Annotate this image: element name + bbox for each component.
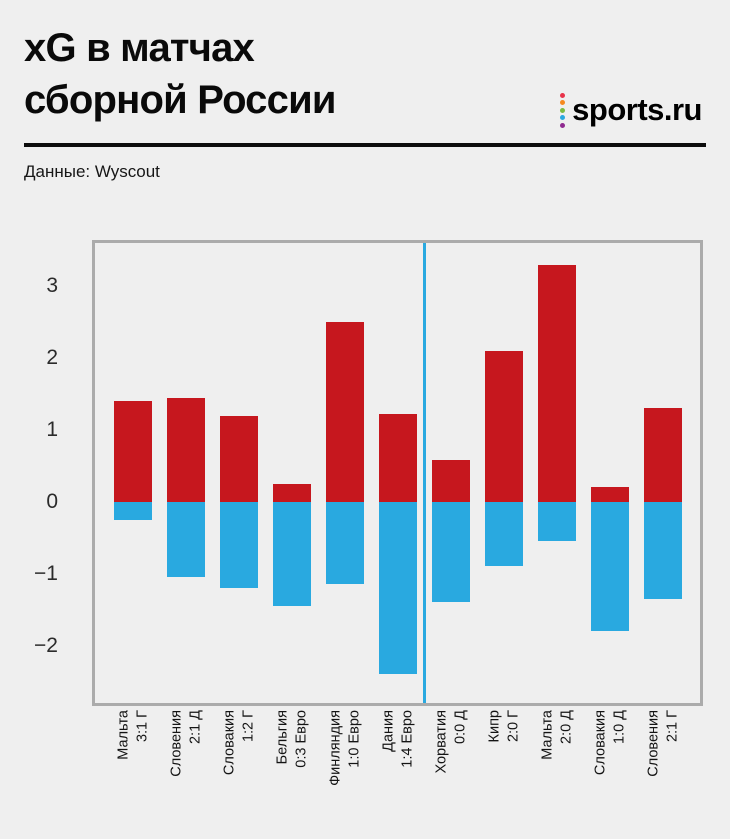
xg-bar-positive (272, 483, 311, 502)
x-axis-label-text: Словакия 1:2 Г (220, 710, 257, 836)
x-label-team: Словакия (220, 710, 237, 776)
x-label-score: 1:2 Г (239, 710, 256, 743)
y-axis: 3 2 1 0 −1 −2 (0, 243, 64, 703)
xg-bar-positive (378, 414, 417, 502)
x-axis-label: Дания 1:4 Евро (371, 710, 424, 836)
x-label-team: Финляндия (326, 710, 343, 786)
xg-bar-positive (537, 264, 576, 502)
xg-bar-negative (219, 501, 258, 589)
x-label-score: 1:0 Д (610, 710, 627, 745)
x-axis-label: Словения 2:1 Г (636, 710, 689, 836)
x-axis-label: Хорватия 0:0 Д (424, 710, 477, 836)
title-line-1: xG в матчах (24, 26, 255, 70)
x-label-team: Мальта (538, 710, 555, 760)
xg-bar-positive (113, 401, 152, 502)
xg-bar-negative (484, 501, 523, 567)
xg-bar-negative (643, 501, 682, 599)
x-axis-labels: Мальта 3:1 Г Словения 2:1 Д Словакия 1:2 Г Бел… (95, 710, 700, 836)
xg-bar-negative (537, 501, 576, 542)
x-label-score: 2:0 Г (504, 710, 521, 743)
x-axis-label-text: Кипр 2:0 Г (485, 710, 522, 836)
xg-bar-positive (166, 397, 205, 502)
y-tick-label: 3 (46, 274, 58, 298)
x-axis-label: Словакия 1:0 Д (583, 710, 636, 836)
logo-dot (560, 92, 566, 98)
x-label-team: Хорватия (432, 710, 449, 774)
xg-bar-negative (113, 501, 152, 520)
sports-ru-logo: sports.ru (560, 92, 702, 128)
x-axis-label: Словения 2:1 Д (159, 710, 212, 836)
header-divider (24, 143, 706, 147)
x-label-score: 0:3 Евро (292, 710, 309, 768)
x-label-score: 2:1 Г (663, 710, 680, 743)
logo-dot (560, 100, 566, 105)
x-axis-label-text: Дания 1:4 Евро (379, 710, 416, 836)
xg-bar-negative (272, 501, 311, 606)
xg-bar-positive (325, 322, 364, 502)
x-label-score: 0:0 Д (451, 710, 468, 745)
x-label-team: Кипр (485, 710, 502, 743)
x-axis-label: Кипр 2:0 Г (477, 710, 530, 836)
logo-dot (560, 115, 566, 120)
x-label-score: 1:0 Евро (345, 710, 362, 768)
y-tick-label: 0 (46, 489, 58, 513)
xg-bar-negative (166, 501, 205, 578)
x-axis-label-text: Словакия 1:0 Д (591, 710, 628, 836)
x-axis-label: Финляндия 1:0 Евро (318, 710, 371, 836)
xg-bar-negative (590, 501, 629, 632)
x-label-score: 1:4 Евро (398, 710, 415, 768)
logo-dots-icon (560, 92, 566, 128)
xg-bar-positive (431, 460, 470, 502)
x-label-score: 2:0 Д (557, 710, 574, 745)
logo-text: sports.ru (572, 92, 702, 127)
plot-area (92, 240, 703, 706)
x-axis-label-text: Бельгия 0:3 Евро (273, 710, 310, 836)
x-axis-label: Мальта 3:1 Г (106, 710, 159, 836)
logo-dot (560, 122, 566, 128)
x-label-team: Бельгия (273, 710, 290, 765)
x-label-team: Дания (379, 710, 396, 752)
x-axis-label-text: Мальта 2:0 Д (538, 710, 575, 836)
x-axis-label-text: Словения 2:1 Г (644, 710, 681, 836)
x-label-team: Мальта (114, 710, 131, 760)
x-axis-label-text: Словения 2:1 Д (167, 710, 204, 836)
x-axis-label-text: Мальта 3:1 Г (114, 710, 151, 836)
page-title: xG в матчах сборной России (24, 22, 336, 126)
x-label-team: Словения (644, 710, 661, 777)
x-axis-label: Словакия 1:2 Г (212, 710, 265, 836)
x-label-team: Словения (167, 710, 184, 777)
title-line-2: сборной России (24, 78, 336, 122)
xg-bar-negative (378, 501, 417, 675)
xg-bar-negative (431, 501, 470, 603)
x-axis-label-text: Хорватия 0:0 Д (432, 710, 469, 836)
xg-bar-positive (484, 350, 523, 502)
x-axis-label: Бельгия 0:3 Евро (265, 710, 318, 836)
x-axis-label-text: Финляндия 1:0 Евро (326, 710, 363, 836)
logo-dot (560, 107, 566, 113)
data-source-label: Данные: Wyscout (24, 162, 160, 181)
xg-bar-positive (643, 408, 682, 502)
xg-bar-positive (590, 487, 629, 502)
xg-bar-positive (219, 415, 258, 502)
y-tick-label: 1 (46, 417, 58, 441)
x-label-team: Словакия (591, 710, 608, 776)
y-tick-label: 2 (46, 346, 58, 369)
x-label-score: 2:1 Д (186, 710, 203, 745)
y-tick-label: −1 (34, 561, 58, 585)
x-axis-label: Мальта 2:0 Д (530, 710, 583, 836)
y-tick-label: −2 (34, 633, 58, 657)
xg-bar-negative (325, 501, 364, 585)
x-label-score: 3:1 Г (133, 710, 150, 743)
half-separator-line (422, 243, 426, 703)
